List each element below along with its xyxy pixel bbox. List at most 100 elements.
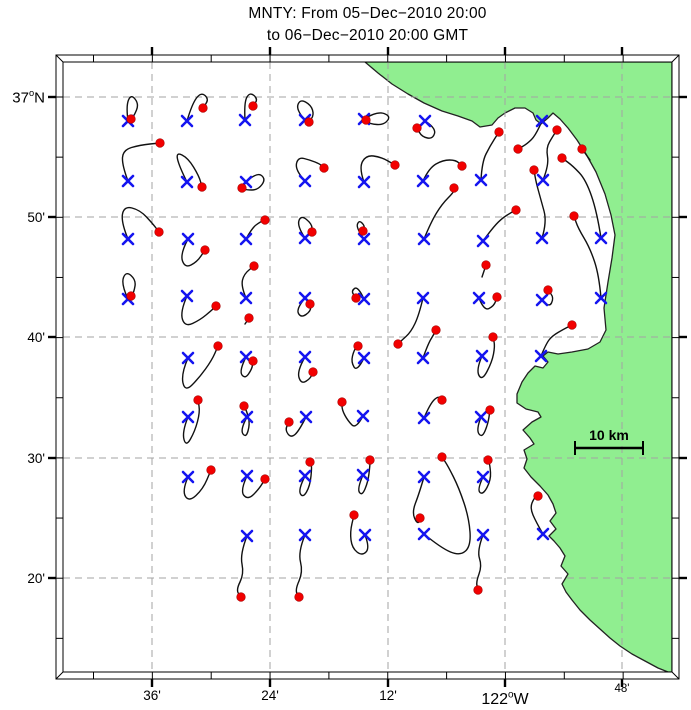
end-marker-dot bbox=[308, 367, 318, 377]
start-marker-x-icon bbox=[181, 232, 195, 246]
start-marker-x-icon bbox=[240, 529, 254, 543]
end-marker-dot bbox=[485, 405, 495, 415]
drift-trajectory bbox=[295, 157, 325, 182]
start-marker-x-icon bbox=[358, 528, 372, 542]
drift-trajectory bbox=[423, 456, 471, 555]
drift-trajectory bbox=[482, 209, 517, 242]
start-marker-x-icon bbox=[535, 114, 549, 128]
y-axis-tick-label: 30' bbox=[27, 451, 45, 466]
drift-trajectory bbox=[356, 221, 365, 240]
start-marker-x-icon bbox=[357, 351, 371, 365]
end-marker-dot bbox=[260, 215, 270, 225]
drift-trajectory bbox=[181, 345, 219, 389]
drift-trajectory bbox=[121, 206, 160, 240]
end-marker-dot bbox=[361, 115, 371, 125]
end-marker-dot bbox=[200, 245, 210, 255]
y-axis-tick-label: 20' bbox=[27, 571, 45, 586]
drift-trajectory bbox=[360, 155, 396, 183]
start-marker-x-icon bbox=[181, 351, 195, 365]
drift-trajectory bbox=[533, 169, 546, 239]
start-marker-x-icon bbox=[536, 173, 550, 187]
start-marker-x-icon bbox=[298, 174, 312, 188]
x-axis-tick-label: 36' bbox=[143, 688, 161, 703]
end-marker-dot bbox=[353, 341, 363, 351]
drift-trajectory bbox=[540, 324, 573, 357]
end-marker-dot bbox=[236, 592, 246, 602]
end-marker-dot bbox=[492, 292, 502, 302]
end-marker-dot bbox=[337, 397, 347, 407]
end-marker-dot bbox=[305, 299, 315, 309]
end-marker-dot bbox=[126, 291, 136, 301]
drift-trajectory bbox=[561, 157, 602, 239]
end-marker-dot bbox=[213, 341, 223, 351]
end-marker-dot bbox=[511, 205, 521, 215]
x-axis-tick-label: 122oW bbox=[481, 689, 529, 708]
drift-trajectory bbox=[299, 461, 313, 497]
drift-trajectory bbox=[240, 356, 254, 378]
end-marker-dot bbox=[513, 144, 523, 154]
start-marker-x-icon bbox=[357, 292, 371, 306]
drift-trajectory bbox=[358, 459, 371, 495]
frame-corner bbox=[55, 54, 64, 63]
end-marker-dot bbox=[248, 101, 258, 111]
end-marker-dot bbox=[437, 395, 447, 405]
scale-bar: 10 km bbox=[574, 427, 644, 455]
drift-trajectory bbox=[422, 159, 463, 182]
drift-trajectory bbox=[351, 345, 365, 369]
drift-trajectory bbox=[244, 93, 258, 121]
end-marker-dot bbox=[155, 138, 165, 148]
start-marker-x-icon bbox=[418, 114, 432, 128]
end-marker-dot bbox=[483, 455, 493, 465]
end-marker-dot bbox=[437, 452, 447, 462]
drift-trajectory bbox=[236, 535, 248, 598]
end-marker-dot bbox=[358, 226, 368, 236]
drift-trajectory bbox=[297, 356, 314, 383]
drift-trajectory bbox=[186, 93, 208, 122]
start-marker-x-icon bbox=[356, 409, 370, 423]
y-axis-tick-label: 50' bbox=[27, 210, 45, 225]
end-marker-dot bbox=[307, 227, 317, 237]
end-marker-dot bbox=[351, 293, 361, 303]
end-marker-dot bbox=[284, 417, 294, 427]
start-marker-x-icon bbox=[239, 291, 253, 305]
drift-trajectory bbox=[241, 475, 266, 499]
start-marker-x-icon bbox=[298, 350, 312, 364]
drift-trajectory bbox=[297, 216, 313, 239]
drift-trajectory bbox=[422, 329, 437, 359]
axis-labels: 37oN 50' 40' 30' 20' 36' 24' 12' 122oW 48' bbox=[12, 88, 629, 708]
start-marker-x-icon bbox=[240, 469, 254, 483]
frame-corner bbox=[671, 671, 680, 680]
drift-trajectory bbox=[542, 129, 558, 181]
start-marker-x-icon bbox=[240, 410, 254, 424]
drift-trajectory bbox=[176, 153, 203, 188]
start-marker-x-icon bbox=[298, 469, 312, 483]
drift-trajectory bbox=[476, 534, 484, 591]
end-marker-dot bbox=[577, 144, 587, 154]
start-marker-x-icon bbox=[476, 528, 490, 542]
start-marker-x-icon bbox=[239, 232, 253, 246]
start-marker-x-icon bbox=[474, 173, 488, 187]
drift-trajectory bbox=[122, 272, 136, 300]
end-marker-dot bbox=[365, 455, 375, 465]
drift-trajectory bbox=[295, 534, 306, 598]
start-marker-x-icon bbox=[476, 470, 490, 484]
drift-trajectory bbox=[181, 238, 206, 267]
start-marker-x-icon bbox=[594, 231, 608, 245]
drift-trajectory bbox=[480, 131, 500, 181]
end-marker-dot bbox=[529, 165, 539, 175]
drift-trajectory bbox=[363, 112, 390, 126]
drift-trajectory bbox=[477, 409, 491, 437]
land-polygon bbox=[364, 61, 673, 673]
start-marker-x-icon bbox=[357, 232, 371, 246]
start-marker-x-icon bbox=[180, 175, 194, 189]
end-marker-dot bbox=[248, 356, 258, 366]
start-marker-x-icon bbox=[535, 293, 549, 307]
end-marker-dot bbox=[197, 182, 207, 192]
start-marker-x-icon bbox=[535, 231, 549, 245]
drift-trajectory bbox=[241, 405, 250, 437]
end-marker-dot bbox=[473, 585, 483, 595]
end-marker-dot bbox=[154, 227, 164, 237]
end-marker-dot bbox=[237, 183, 247, 193]
scale-bar-label: 10 km bbox=[589, 427, 629, 443]
